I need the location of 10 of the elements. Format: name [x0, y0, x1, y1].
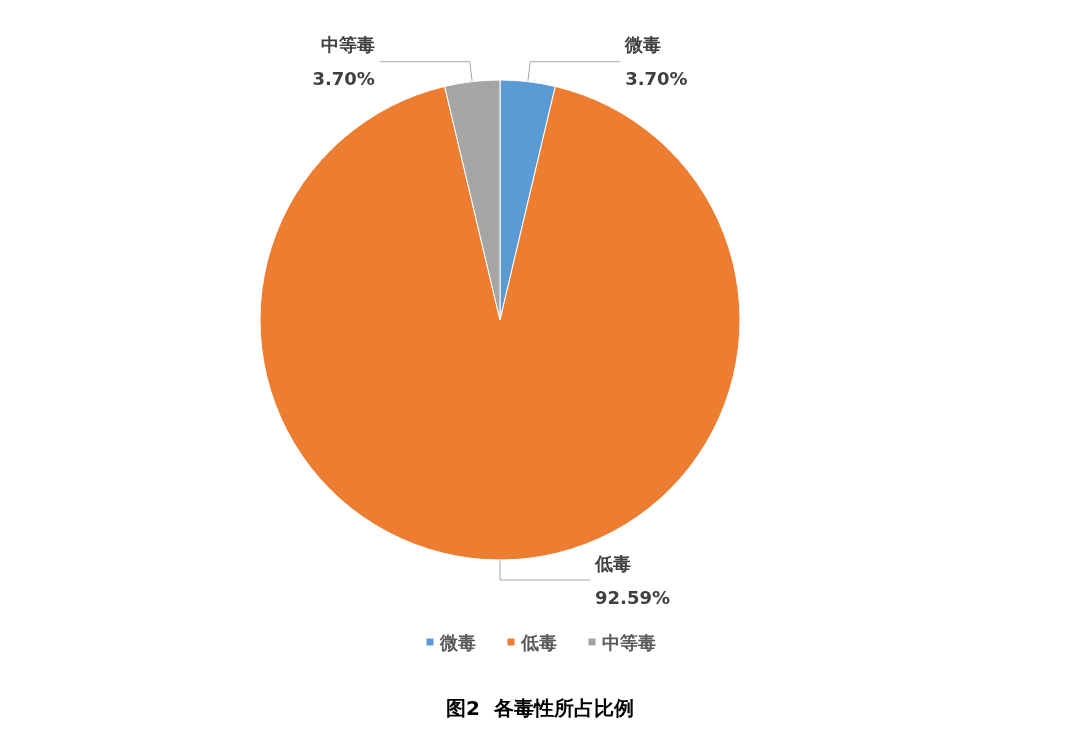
slice-label: 中等毒	[320, 34, 375, 56]
data-label: 3.70%	[625, 68, 688, 90]
slice-label: 低毒	[594, 552, 631, 574]
slice-label: 微毒	[624, 34, 662, 56]
legend-label: 中等毒	[601, 631, 656, 653]
text: 图2 各毒性所占比例	[446, 696, 634, 720]
data-label: 3.70%	[312, 68, 375, 90]
legend-label: 低毒	[519, 631, 557, 653]
data-label: 92.59%	[595, 586, 670, 608]
legend-label: 微毒	[438, 631, 476, 653]
